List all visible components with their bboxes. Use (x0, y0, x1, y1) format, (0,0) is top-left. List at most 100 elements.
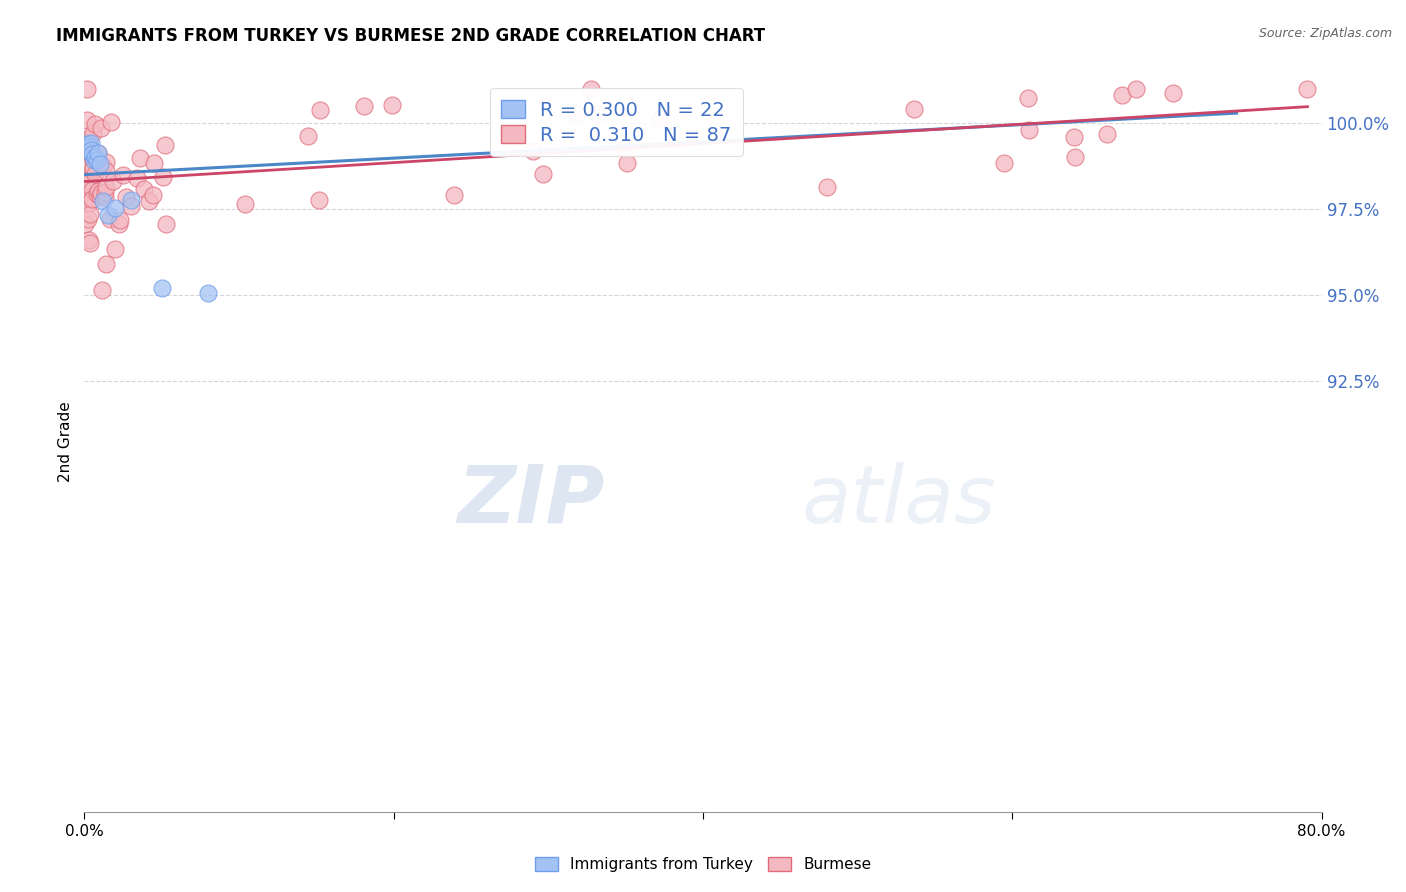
Point (94, 185, 117, 199)
Point (90, 186, 112, 200)
Point (77, 136, 100, 151)
Point (579, 81, 602, 95)
Point (77, 173, 100, 187)
Legend: Immigrants from Turkey, Burmese: Immigrants from Turkey, Burmese (527, 849, 879, 880)
Point (100, 115, 122, 129)
Point (614, 141, 637, 155)
Point (87, 184, 110, 198)
Point (77, 144, 100, 158)
Point (76, 212, 98, 227)
Y-axis label: 2nd Grade: 2nd Grade (58, 401, 73, 482)
Point (94, 164, 117, 178)
Point (90, 120, 112, 135)
Point (1063, 130, 1085, 145)
Point (75, 162, 97, 177)
Point (79, 140, 101, 154)
Point (1111, 88, 1133, 103)
Point (1097, 127, 1119, 141)
Point (82, 192, 104, 206)
Point (76, 112, 98, 127)
Point (353, 99, 375, 113)
Point (308, 194, 330, 208)
Point (443, 188, 465, 202)
Point (815, 179, 838, 194)
Point (82, 146, 104, 161)
Point (1064, 151, 1087, 165)
Point (75, 134, 97, 148)
Point (297, 128, 319, 143)
Point (648, 112, 671, 127)
Point (79, 136, 101, 151)
Point (82, 126, 104, 140)
Point (84, 150, 107, 164)
Point (142, 187, 165, 202)
Text: Source: ZipAtlas.com: Source: ZipAtlas.com (1258, 27, 1392, 40)
Point (132, 181, 155, 195)
Point (1296, 81, 1319, 95)
Point (77, 191, 100, 205)
Point (155, 137, 177, 152)
Point (586, 107, 609, 121)
Point (89, 188, 111, 202)
Point (1018, 123, 1040, 137)
Point (233, 196, 256, 211)
Point (308, 103, 330, 117)
Point (108, 213, 131, 227)
Point (91, 159, 114, 173)
Text: IMMIGRANTS FROM TURKEY VS BURMESE 2ND GRADE CORRELATION CHART: IMMIGRANTS FROM TURKEY VS BURMESE 2ND GR… (56, 27, 765, 45)
Point (75, 218, 97, 232)
Point (76, 144, 98, 158)
Text: ZIP: ZIP (457, 462, 605, 540)
Point (80, 144, 103, 158)
Legend: R = 0.300   N = 22, R =  0.310   N = 87: R = 0.300 N = 22, R = 0.310 N = 87 (489, 88, 744, 156)
Point (76, 161, 98, 175)
Point (564, 106, 586, 120)
Point (75, 140, 97, 154)
Point (96, 208, 118, 222)
Point (79, 235, 101, 250)
Point (993, 156, 1015, 170)
Point (125, 171, 148, 186)
Point (77, 131, 100, 145)
Point (84, 117, 107, 131)
Point (91, 194, 114, 209)
Point (104, 242, 127, 256)
Point (82, 163, 104, 178)
Point (79, 196, 101, 211)
Point (1226, 54, 1249, 69)
Point (1125, 81, 1147, 95)
Point (75, 178, 97, 192)
Point (120, 193, 142, 207)
Point (96, 257, 118, 271)
Point (89, 156, 111, 170)
Point (155, 217, 177, 231)
Point (86, 186, 108, 201)
Text: atlas: atlas (801, 462, 997, 540)
Point (82, 161, 104, 175)
Point (94, 154, 117, 169)
Point (77, 177, 100, 191)
Point (143, 156, 166, 170)
Point (522, 144, 544, 158)
Point (114, 190, 136, 204)
Point (616, 156, 638, 170)
Point (1163, 86, 1185, 100)
Point (94, 189, 117, 203)
Point (82, 183, 104, 197)
Point (79, 207, 101, 221)
Point (82, 153, 104, 168)
Point (80, 143, 103, 157)
Point (77, 136, 100, 151)
Point (86, 153, 108, 168)
Point (150, 281, 173, 295)
Point (129, 152, 152, 166)
Point (138, 194, 160, 209)
Point (76, 81, 98, 95)
Point (75, 142, 97, 156)
Point (108, 217, 131, 231)
Point (77, 233, 100, 247)
Point (152, 170, 174, 185)
Point (84, 167, 107, 181)
Point (87, 146, 110, 161)
Point (111, 168, 134, 182)
